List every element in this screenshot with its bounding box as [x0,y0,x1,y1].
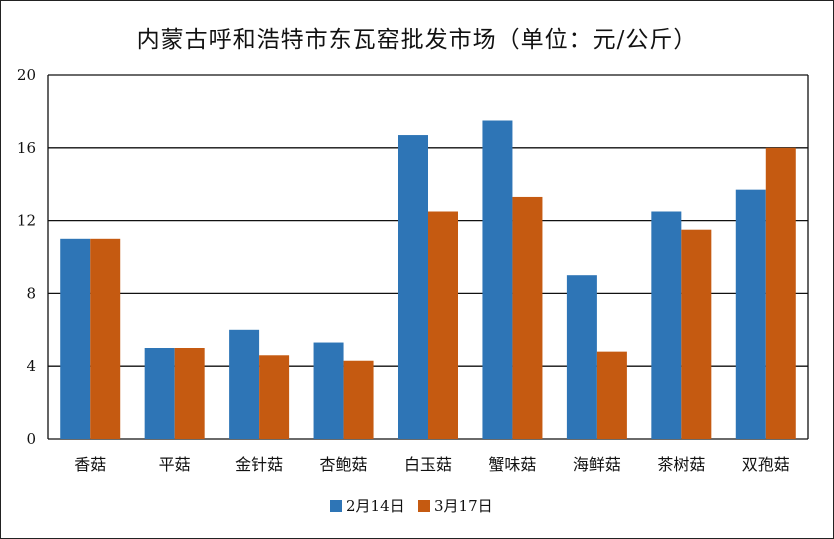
y-tick-label: 0 [26,430,36,448]
legend-swatch [330,500,342,512]
bar-series1 [735,189,766,439]
bar-series2 [343,360,374,439]
x-category-label: 白玉菇 [404,455,452,474]
bar-series2 [596,351,627,439]
bar-series1 [398,135,428,439]
axes [47,75,809,439]
x-category-label: 金针菇 [235,455,283,474]
bar-series2 [681,229,712,439]
x-category-label: 蟹味菇 [488,455,536,474]
x-category-label: 茶树菇 [657,455,705,474]
bar-series1 [144,348,175,439]
y-tick-labels: 0 4 8 12 16 20 [17,66,36,448]
bar-series2 [259,355,290,439]
chart-title: 内蒙古呼和浩特市东瓦窑批发市场（单位：元/公斤） [136,27,698,53]
legend: 2月14日 3月17日 [330,497,493,515]
bar-series1 [651,211,682,439]
legend-swatch [418,500,430,512]
bar-series1 [60,238,91,439]
bar-series1 [482,120,513,439]
bar-series2 [512,196,543,439]
y-tick-label: 8 [26,284,36,302]
x-category-label: 平菇 [159,455,191,474]
bar-series1 [229,329,260,439]
bar-series2 [428,211,458,439]
bars [60,120,796,440]
x-category-label: 香菇 [74,455,106,474]
bar-series2 [90,238,121,439]
bar-series2 [174,348,205,439]
x-category-label: 海鲜菇 [573,455,621,474]
bar-series2 [765,147,796,440]
legend-label: 3月17日 [434,497,493,515]
y-tick-label: 12 [17,212,36,230]
y-tick-label: 4 [26,357,36,375]
bar-series1 [566,275,597,439]
y-tick-label: 16 [17,139,36,157]
legend-label: 2月14日 [346,497,405,515]
x-category-label: 杏鲍菇 [320,455,368,474]
x-category-labels: 香菇 平菇 金针菇 杏鲍菇 白玉菇 蟹味菇 海鲜菇 茶树菇 双孢菇 [74,455,790,474]
y-tick-label: 20 [17,66,36,84]
x-category-label: 双孢菇 [742,455,790,474]
bar-series1 [313,342,344,439]
